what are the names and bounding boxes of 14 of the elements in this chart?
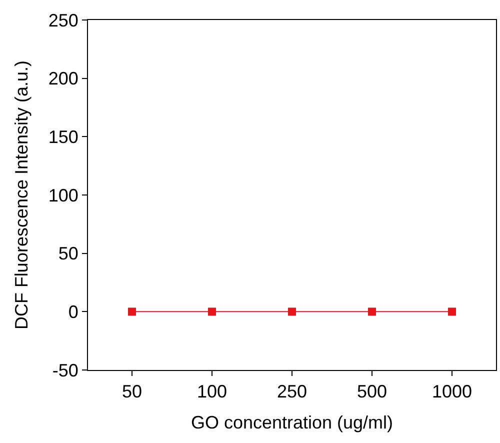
y-tick-label: 0 [68,302,78,322]
y-tick-label: -50 [52,360,78,380]
x-tick-label: 1000 [432,382,472,402]
y-tick-label: 50 [58,244,78,264]
x-tick-label: 250 [276,382,308,402]
x-tick-label: 500 [356,382,388,402]
x-axis-title: GO concentration (ug/ml) [190,412,394,433]
y-tick-label: 150 [48,126,78,147]
x-tick-label: 50 [122,382,142,402]
y-tick-label: 200 [48,68,78,89]
y-tick-label: 100 [48,185,78,206]
y-tick-label: 250 [48,10,78,30]
x-tick-label: 100 [196,382,228,402]
y-axis-title: DCF Fluorescence Intensity (a.u.) [12,60,32,330]
